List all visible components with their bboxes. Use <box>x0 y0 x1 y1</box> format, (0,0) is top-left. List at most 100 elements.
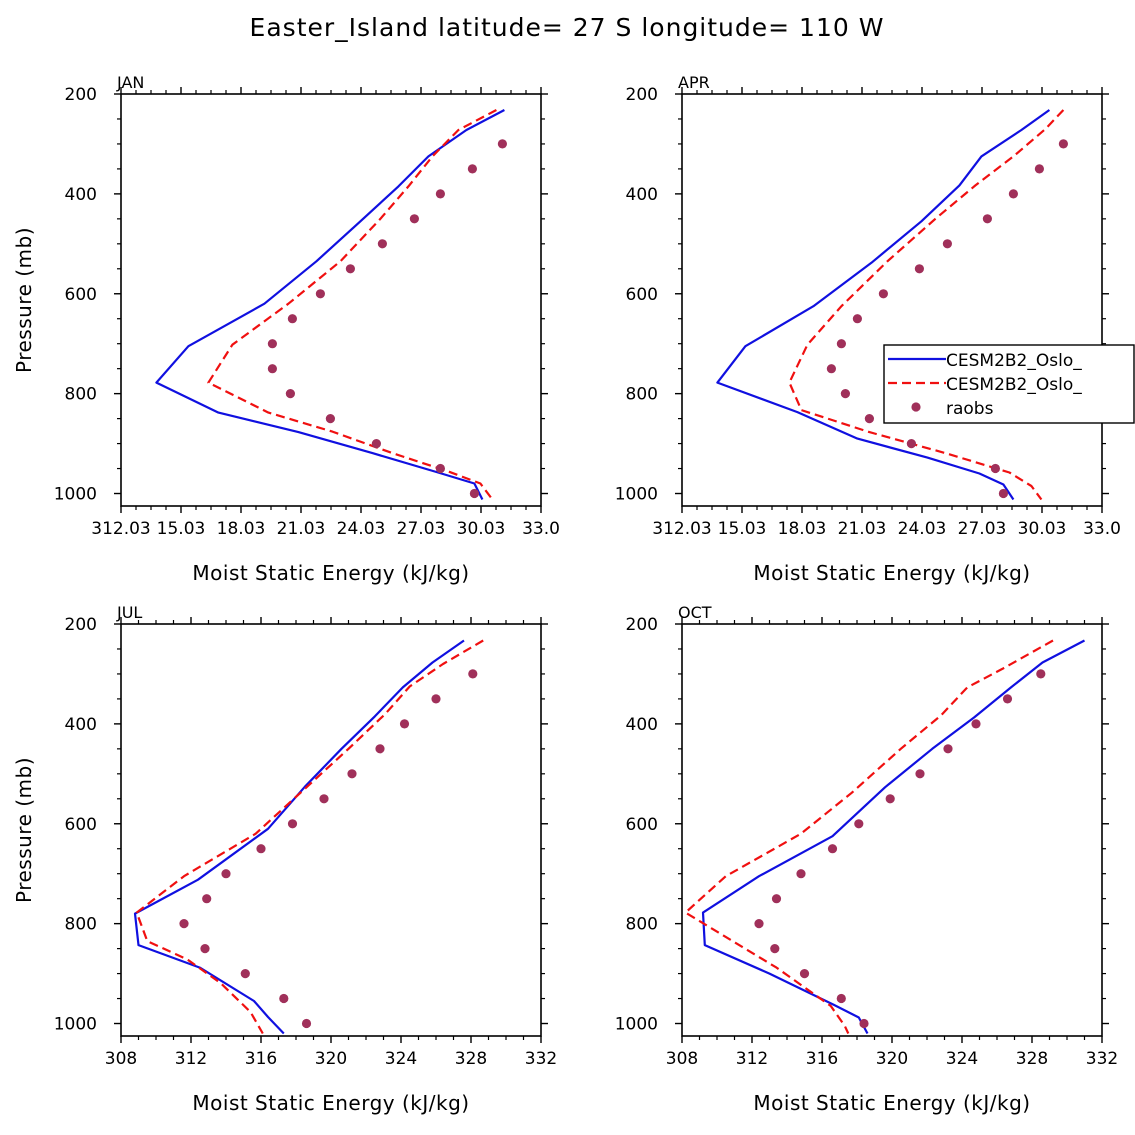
chart-3-raobs-point <box>399 719 410 729</box>
chart-3-x-tick-label: 328 <box>455 1049 487 1069</box>
chart-2-y-tick-label: 1000 <box>615 485 658 505</box>
chart-1-y-axis-title: Pressure (mb) <box>12 227 36 373</box>
chart-2-y-tick-label: 400 <box>626 185 658 205</box>
chart-1-y-tick-label: 200 <box>65 85 97 105</box>
chart-3-raobs-point <box>279 993 289 1004</box>
chart-4-y-tick-label: 200 <box>626 615 658 635</box>
chart-3-y-tick-label: 600 <box>65 815 97 835</box>
chart-4-raobs-point <box>971 719 981 729</box>
chart-3: JUL 308 312 316 320 324 328 332 200 400 600 800 1000… <box>12 603 557 1115</box>
chart-4-raobs-point <box>885 794 895 804</box>
chart-1-raobs-point <box>377 239 387 249</box>
chart-3-x-tick-label: 312 <box>175 1049 207 1069</box>
chart-3-raobs-point <box>287 819 298 829</box>
chart-3-panel-label: JUL <box>116 603 142 622</box>
chart-4-raobs-point <box>859 1018 869 1029</box>
chart-3-raobs-point <box>179 919 189 929</box>
chart-1-y-tick-label: 400 <box>65 185 97 205</box>
chart-2: APR 312.03 15.03 18.03 21.03 24.03 27.03 30.03 3… <box>615 73 1135 585</box>
chart-1-raobs-point <box>345 264 355 274</box>
chart-2-raobs-point <box>1058 139 1068 149</box>
chart-3-raobs-point <box>221 869 231 879</box>
chart-2-raobs-point <box>826 364 837 374</box>
chart-3-raobs-point <box>375 744 385 754</box>
chart-2-x-tick-label: 312.03 <box>652 519 711 539</box>
chart-3-raobs-point <box>319 794 329 804</box>
chart-2-x-tick-label: 27.03 <box>958 519 1007 539</box>
chart-1-raobs-point <box>315 289 325 299</box>
chart-3-y-tick-label: 200 <box>65 615 97 635</box>
chart-4: OCT 308 312 316 320 324 328 332 200 400 600 800 1000… <box>615 603 1118 1115</box>
chart-2-raobs-point <box>878 289 889 299</box>
chart-1-raobs-point <box>287 314 297 324</box>
chart-4-y-tick-label: 1000 <box>615 1015 658 1035</box>
chart-4-raobs-point <box>854 819 864 829</box>
chart-4-raobs-point <box>943 744 953 754</box>
chart-2-raobs-point <box>840 389 851 399</box>
chart-1-raobs-point <box>409 214 419 224</box>
chart-4-x-tick-label: 312 <box>736 1049 768 1069</box>
chart-2-series-2-line-dashed <box>788 109 1065 501</box>
chart-1-series-2-line-dashed <box>207 109 497 501</box>
chart-1-y-tick-label: 1000 <box>54 485 97 505</box>
panels: JAN 312.03 15.03 18.03 21.03 24.03 27.03 30.03 3… <box>12 73 1135 1115</box>
chart-3-x-tick-label: 332 <box>525 1049 557 1069</box>
chart-4-raobs-point <box>754 919 764 929</box>
chart-3-x-axis-title: Moist Static Energy (kJ/kg) <box>192 1091 469 1115</box>
chart-1-panel-label: JAN <box>116 73 144 92</box>
chart-4-raobs-point <box>1002 694 1013 704</box>
figure-title: Easter_Island latitude= 27 S longitude= … <box>250 13 885 42</box>
chart-4-raobs-point <box>915 769 925 779</box>
chart-3-raobs-point <box>202 894 212 904</box>
chart-2-raobs-point <box>852 314 863 324</box>
chart-2-raobs-point <box>914 264 925 274</box>
chart-2-raobs-point <box>1034 164 1044 174</box>
chart-1-x-tick-label: 27.03 <box>397 519 446 539</box>
chart-3-raobs-point <box>256 844 266 854</box>
chart-2-legend-label-2: CESM2B2_Oslo_ <box>946 375 1082 395</box>
chart-2-legend: CESM2B2_Oslo_ CESM2B2_Oslo_raobs <box>883 344 1135 424</box>
chart-1-x-axis-title: Moist Static Energy (kJ/kg) <box>192 561 469 585</box>
chart-1-series-1-line-solid <box>155 109 505 500</box>
chart-1-raobs-point <box>467 164 477 174</box>
chart-2-y-tick-label: 800 <box>626 385 658 405</box>
chart-4-x-tick-label: 332 <box>1086 1049 1118 1069</box>
chart-1-raobs-point <box>497 139 507 149</box>
chart-4-y-tick-label: 400 <box>626 715 658 735</box>
chart-2-x-tick-label: 15.03 <box>718 519 767 539</box>
chart-2-raobs-point <box>1008 189 1019 199</box>
chart-4-raobs-point <box>799 969 810 979</box>
chart-2-raobs-point <box>942 239 953 249</box>
chart-4-raobs-point <box>770 944 780 954</box>
chart-4-x-tick-label: 308 <box>666 1049 698 1069</box>
chart-3-x-tick-label: 320 <box>315 1049 347 1069</box>
chart-2-legend-label-1: CESM2B2_Oslo_ <box>946 351 1082 371</box>
chart-3-x-tick-label: 308 <box>105 1049 137 1069</box>
chart-4-panel-label: OCT <box>678 603 712 622</box>
chart-2-raobs-point <box>864 414 875 424</box>
chart-4-raobs-point <box>827 844 838 854</box>
chart-4-raobs-point <box>1036 669 1046 679</box>
chart-4-raobs-point <box>836 993 846 1004</box>
chart-3-raobs-point <box>347 769 357 779</box>
chart-3-x-tick-label: 324 <box>385 1049 417 1069</box>
chart-3-y-axis-title: Pressure (mb) <box>12 757 36 903</box>
chart-1-y-tick-label: 800 <box>65 385 97 405</box>
chart-4-x-tick-label: 328 <box>1016 1049 1048 1069</box>
chart-4-series-2-line-dashed <box>684 639 1054 1034</box>
chart-2-x-tick-label: 30.03 <box>1018 519 1067 539</box>
chart-2-x-axis-title: Moist Static Energy (kJ/kg) <box>753 561 1030 585</box>
chart-1-y-tick-label: 600 <box>65 285 97 305</box>
chart-1-x-tick-label: 312.03 <box>91 519 150 539</box>
chart-1-x-tick-label: 24.03 <box>337 519 386 539</box>
chart-1-x-tick-label: 30.03 <box>457 519 506 539</box>
chart-2-raobs-point <box>998 488 1009 499</box>
chart-1-raobs-point <box>325 414 335 424</box>
chart-4-raobs-point <box>771 894 782 904</box>
chart-4-raobs-point <box>796 869 806 879</box>
chart-2-x-tick-label: 24.03 <box>898 519 947 539</box>
chart-3-raobs-point <box>200 944 210 954</box>
chart-2-raobs-point <box>836 339 847 349</box>
chart-2-series-1-line-solid <box>716 109 1051 501</box>
